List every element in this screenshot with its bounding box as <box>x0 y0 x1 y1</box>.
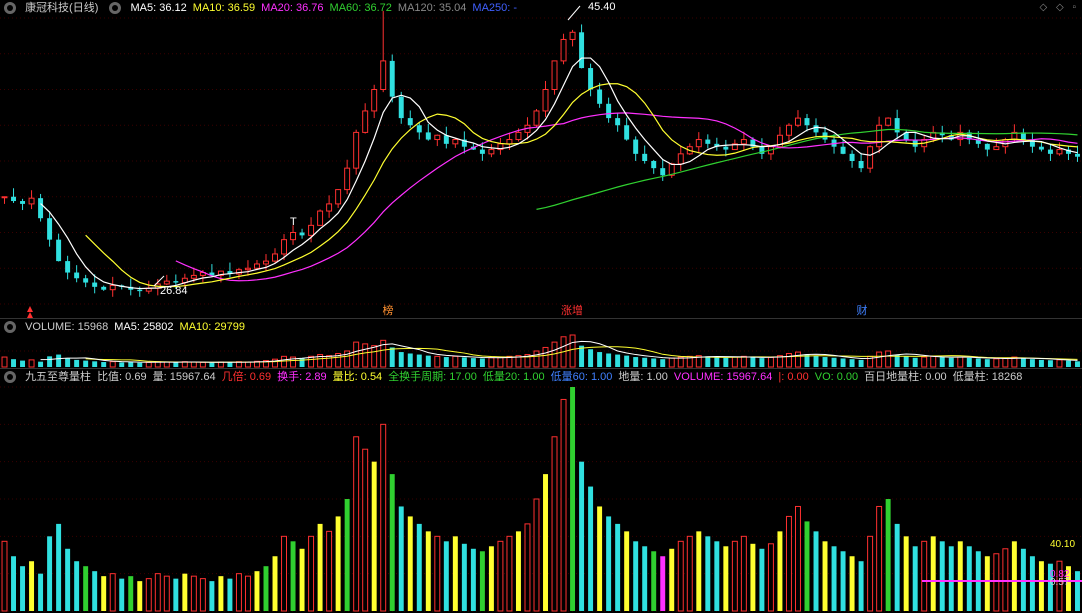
volume-header: VOLUME: 15968 MA5: 25802 MA10: 29799 <box>0 319 257 335</box>
gear-icon[interactable] <box>4 321 16 333</box>
ma-label: MA20: 36.76 <box>261 2 323 14</box>
custom-label: 量: 15967.64 <box>153 371 216 383</box>
svg-text:40.10: 40.10 <box>1050 539 1075 550</box>
square-icon[interactable]: ▫ <box>1072 2 1076 13</box>
ma-label: MA60: 36.72 <box>330 2 392 14</box>
custom-label: 低量柱: 18268 <box>953 371 1023 383</box>
svg-text:0.57: 0.57 <box>1050 577 1070 588</box>
custom-label: 量比: 0.54 <box>333 371 383 383</box>
svg-text:T: T <box>290 216 297 228</box>
ma-label: MA250: - <box>472 2 517 14</box>
svg-text:45.40: 45.40 <box>588 1 616 13</box>
vol-label: VOLUME: 15968 <box>25 321 108 333</box>
custom-chart[interactable]: 40.100.820.57 <box>0 369 1082 613</box>
ma-label: MA120: 35.04 <box>398 2 467 14</box>
custom-label: 九五至尊量柱 <box>25 371 91 383</box>
ma-label: MA10: 36.59 <box>193 2 255 14</box>
custom-label: 换手: 2.89 <box>277 371 327 383</box>
price-chart[interactable]: 45.40 26.84 T 榜 涨增 财 <box>0 0 1082 318</box>
gear-icon[interactable] <box>4 371 16 383</box>
custom-label: 几倍: 0.69 <box>222 371 272 383</box>
gear-icon[interactable] <box>4 2 16 14</box>
custom-header: 九五至尊量柱比值: 0.69 量: 15967.64 几倍: 0.69 换手: 2.8… <box>0 369 1034 385</box>
custom-label: 比值: 0.69 <box>97 371 147 383</box>
price-panel: 45.40 26.84 T 榜 涨增 财 康冠科技(日线) MA5: 36.12 MA10:… <box>0 0 1082 318</box>
price-header: 康冠科技(日线) MA5: 36.12 MA10: 36.59 MA20: 36.7… <box>0 0 529 16</box>
panel-controls[interactable]: ◇ ◇ ▫ <box>1033 2 1076 13</box>
custom-panel: 40.100.820.57 九五至尊量柱比值: 0.69 量: 15967.64 几… <box>0 368 1082 612</box>
custom-label: |: 0.00 <box>778 371 808 383</box>
vol-label: MA10: 29799 <box>180 321 245 333</box>
svg-text:26.84: 26.84 <box>160 285 188 297</box>
diamond-icon[interactable]: ◇ <box>1056 2 1064 13</box>
gear-icon[interactable] <box>109 2 121 14</box>
custom-label: 地量: 1.00 <box>618 371 668 383</box>
svg-text:财: 财 <box>857 303 868 317</box>
vol-label: MA5: 25802 <box>114 321 173 333</box>
custom-label: 全换手周期: 17.00 <box>388 371 477 383</box>
custom-label: 百日地量柱: 0.00 <box>864 371 947 383</box>
diamond-icon[interactable]: ◇ <box>1039 2 1047 13</box>
custom-label: 低量20: 1.00 <box>483 371 545 383</box>
volume-panel: VOLUME: 15968 MA5: 25802 MA10: 29799 <box>0 318 1082 368</box>
custom-label: 低量60: 1.00 <box>551 371 613 383</box>
custom-label: VOLUME: 15967.64 <box>674 371 772 383</box>
svg-text:涨增: 涨增 <box>561 303 583 317</box>
stock-title: 康冠科技(日线) <box>25 2 98 14</box>
svg-text:榜: 榜 <box>383 303 394 317</box>
ma-label: MA5: 36.12 <box>131 2 187 14</box>
custom-label: VO: 0.00 <box>815 371 858 383</box>
